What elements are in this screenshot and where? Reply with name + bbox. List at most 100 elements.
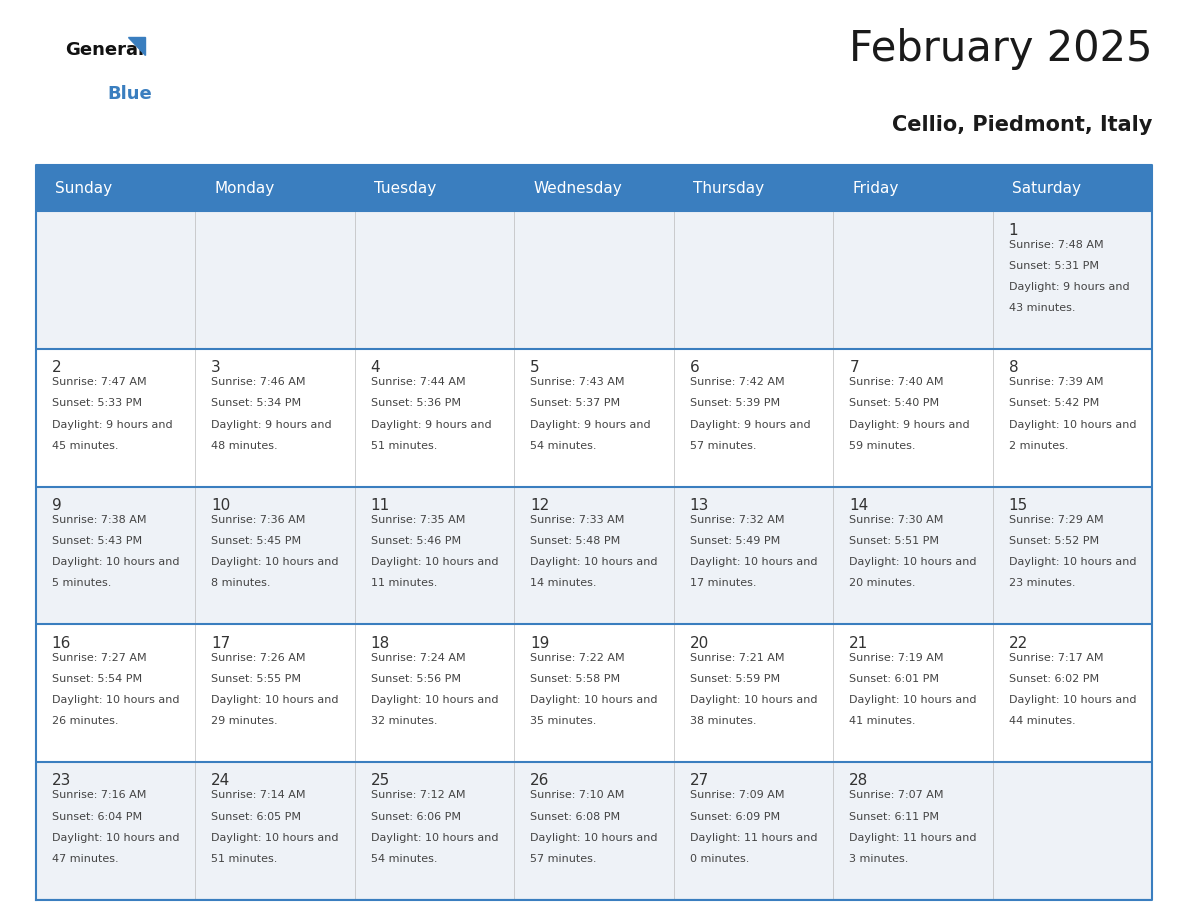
Text: 45 minutes.: 45 minutes. xyxy=(51,441,118,451)
Text: 20 minutes.: 20 minutes. xyxy=(849,578,916,588)
Text: 23: 23 xyxy=(51,773,71,789)
Text: 21: 21 xyxy=(849,635,868,651)
Text: 22: 22 xyxy=(1009,635,1028,651)
Text: Sunrise: 7:12 AM: Sunrise: 7:12 AM xyxy=(371,790,466,800)
Text: Sunset: 5:34 PM: Sunset: 5:34 PM xyxy=(211,398,302,409)
Text: 44 minutes.: 44 minutes. xyxy=(1009,716,1075,726)
Text: Sunset: 5:39 PM: Sunset: 5:39 PM xyxy=(690,398,779,409)
Text: Sunrise: 7:27 AM: Sunrise: 7:27 AM xyxy=(51,653,146,663)
Text: Sunrise: 7:32 AM: Sunrise: 7:32 AM xyxy=(690,515,784,525)
Text: Daylight: 10 hours and: Daylight: 10 hours and xyxy=(51,557,179,567)
Text: 5: 5 xyxy=(530,360,539,375)
Text: Daylight: 9 hours and: Daylight: 9 hours and xyxy=(849,420,969,430)
Text: Sunrise: 7:46 AM: Sunrise: 7:46 AM xyxy=(211,377,305,387)
Text: Daylight: 9 hours and: Daylight: 9 hours and xyxy=(530,420,651,430)
Text: Sunrise: 7:30 AM: Sunrise: 7:30 AM xyxy=(849,515,943,525)
Text: Cellio, Piedmont, Italy: Cellio, Piedmont, Italy xyxy=(892,115,1152,135)
Text: Sunset: 5:46 PM: Sunset: 5:46 PM xyxy=(371,536,461,546)
Text: Sunrise: 7:10 AM: Sunrise: 7:10 AM xyxy=(530,790,625,800)
Text: Sunset: 5:54 PM: Sunset: 5:54 PM xyxy=(51,674,141,684)
Text: Sunset: 6:04 PM: Sunset: 6:04 PM xyxy=(51,812,141,822)
Text: Sunrise: 7:14 AM: Sunrise: 7:14 AM xyxy=(211,790,305,800)
Text: Sunset: 5:43 PM: Sunset: 5:43 PM xyxy=(51,536,141,546)
Text: 48 minutes.: 48 minutes. xyxy=(211,441,278,451)
Text: Sunset: 5:31 PM: Sunset: 5:31 PM xyxy=(1009,261,1099,271)
Text: Daylight: 9 hours and: Daylight: 9 hours and xyxy=(1009,282,1130,292)
Text: Daylight: 10 hours and: Daylight: 10 hours and xyxy=(690,557,817,567)
Text: 41 minutes.: 41 minutes. xyxy=(849,716,916,726)
Text: 2: 2 xyxy=(51,360,62,375)
Text: Daylight: 10 hours and: Daylight: 10 hours and xyxy=(371,557,498,567)
Text: Sunset: 6:01 PM: Sunset: 6:01 PM xyxy=(849,674,940,684)
Text: 57 minutes.: 57 minutes. xyxy=(690,441,757,451)
Text: 32 minutes.: 32 minutes. xyxy=(371,716,437,726)
Bar xyxy=(36,349,1152,487)
Text: Sunrise: 7:16 AM: Sunrise: 7:16 AM xyxy=(51,790,146,800)
Text: 24: 24 xyxy=(211,773,230,789)
Text: Monday: Monday xyxy=(214,181,274,196)
Text: Daylight: 10 hours and: Daylight: 10 hours and xyxy=(1009,557,1136,567)
Text: Sunset: 5:49 PM: Sunset: 5:49 PM xyxy=(690,536,781,546)
Text: Sunset: 6:05 PM: Sunset: 6:05 PM xyxy=(211,812,301,822)
Text: Sunset: 6:08 PM: Sunset: 6:08 PM xyxy=(530,812,620,822)
Text: Sunset: 5:42 PM: Sunset: 5:42 PM xyxy=(1009,398,1099,409)
Text: 8 minutes.: 8 minutes. xyxy=(211,578,271,588)
Text: 11: 11 xyxy=(371,498,390,513)
Bar xyxy=(36,165,1152,211)
Bar xyxy=(36,762,1152,900)
Text: 27: 27 xyxy=(690,773,709,789)
Text: Sunrise: 7:48 AM: Sunrise: 7:48 AM xyxy=(1009,240,1104,250)
Text: Daylight: 11 hours and: Daylight: 11 hours and xyxy=(849,833,977,843)
Text: 26: 26 xyxy=(530,773,550,789)
Text: Daylight: 9 hours and: Daylight: 9 hours and xyxy=(51,420,172,430)
Text: Sunrise: 7:24 AM: Sunrise: 7:24 AM xyxy=(371,653,466,663)
Text: Sunrise: 7:07 AM: Sunrise: 7:07 AM xyxy=(849,790,943,800)
Text: Blue: Blue xyxy=(107,85,152,104)
Text: Daylight: 10 hours and: Daylight: 10 hours and xyxy=(1009,695,1136,705)
Text: Sunset: 6:11 PM: Sunset: 6:11 PM xyxy=(849,812,940,822)
Text: Sunset: 6:09 PM: Sunset: 6:09 PM xyxy=(690,812,779,822)
Text: Daylight: 10 hours and: Daylight: 10 hours and xyxy=(849,557,977,567)
Text: Sunrise: 7:42 AM: Sunrise: 7:42 AM xyxy=(690,377,784,387)
Text: 3 minutes.: 3 minutes. xyxy=(849,854,909,864)
Text: Sunset: 6:06 PM: Sunset: 6:06 PM xyxy=(371,812,461,822)
Text: Sunrise: 7:40 AM: Sunrise: 7:40 AM xyxy=(849,377,943,387)
Text: 43 minutes.: 43 minutes. xyxy=(1009,303,1075,313)
Text: 14: 14 xyxy=(849,498,868,513)
Text: 51 minutes.: 51 minutes. xyxy=(211,854,278,864)
Text: 14 minutes.: 14 minutes. xyxy=(530,578,596,588)
Text: 18: 18 xyxy=(371,635,390,651)
Text: Daylight: 10 hours and: Daylight: 10 hours and xyxy=(51,833,179,843)
Text: 11 minutes.: 11 minutes. xyxy=(371,578,437,588)
Text: Daylight: 10 hours and: Daylight: 10 hours and xyxy=(849,695,977,705)
Text: Sunrise: 7:47 AM: Sunrise: 7:47 AM xyxy=(51,377,146,387)
Text: Saturday: Saturday xyxy=(1012,181,1081,196)
Text: 51 minutes.: 51 minutes. xyxy=(371,441,437,451)
Text: Sunset: 6:02 PM: Sunset: 6:02 PM xyxy=(1009,674,1099,684)
Text: Sunset: 5:56 PM: Sunset: 5:56 PM xyxy=(371,674,461,684)
Text: Sunrise: 7:44 AM: Sunrise: 7:44 AM xyxy=(371,377,466,387)
Text: 0 minutes.: 0 minutes. xyxy=(690,854,750,864)
Text: 9: 9 xyxy=(51,498,62,513)
Text: 12: 12 xyxy=(530,498,549,513)
Text: Sunrise: 7:39 AM: Sunrise: 7:39 AM xyxy=(1009,377,1104,387)
Text: 6: 6 xyxy=(690,360,700,375)
Text: Sunset: 5:48 PM: Sunset: 5:48 PM xyxy=(530,536,620,546)
Text: Daylight: 10 hours and: Daylight: 10 hours and xyxy=(51,695,179,705)
Text: Sunrise: 7:09 AM: Sunrise: 7:09 AM xyxy=(690,790,784,800)
Text: Daylight: 10 hours and: Daylight: 10 hours and xyxy=(690,695,817,705)
Text: Sunset: 5:58 PM: Sunset: 5:58 PM xyxy=(530,674,620,684)
Text: Sunrise: 7:22 AM: Sunrise: 7:22 AM xyxy=(530,653,625,663)
Text: Friday: Friday xyxy=(853,181,899,196)
Text: Daylight: 9 hours and: Daylight: 9 hours and xyxy=(690,420,810,430)
Text: 20: 20 xyxy=(690,635,709,651)
Text: February 2025: February 2025 xyxy=(849,28,1152,70)
Text: Sunrise: 7:43 AM: Sunrise: 7:43 AM xyxy=(530,377,625,387)
Text: Sunrise: 7:33 AM: Sunrise: 7:33 AM xyxy=(530,515,625,525)
Text: 15: 15 xyxy=(1009,498,1028,513)
Text: Daylight: 10 hours and: Daylight: 10 hours and xyxy=(530,833,658,843)
Text: Daylight: 10 hours and: Daylight: 10 hours and xyxy=(211,833,339,843)
Text: Wednesday: Wednesday xyxy=(533,181,623,196)
Text: General: General xyxy=(65,41,145,60)
Text: 2 minutes.: 2 minutes. xyxy=(1009,441,1068,451)
